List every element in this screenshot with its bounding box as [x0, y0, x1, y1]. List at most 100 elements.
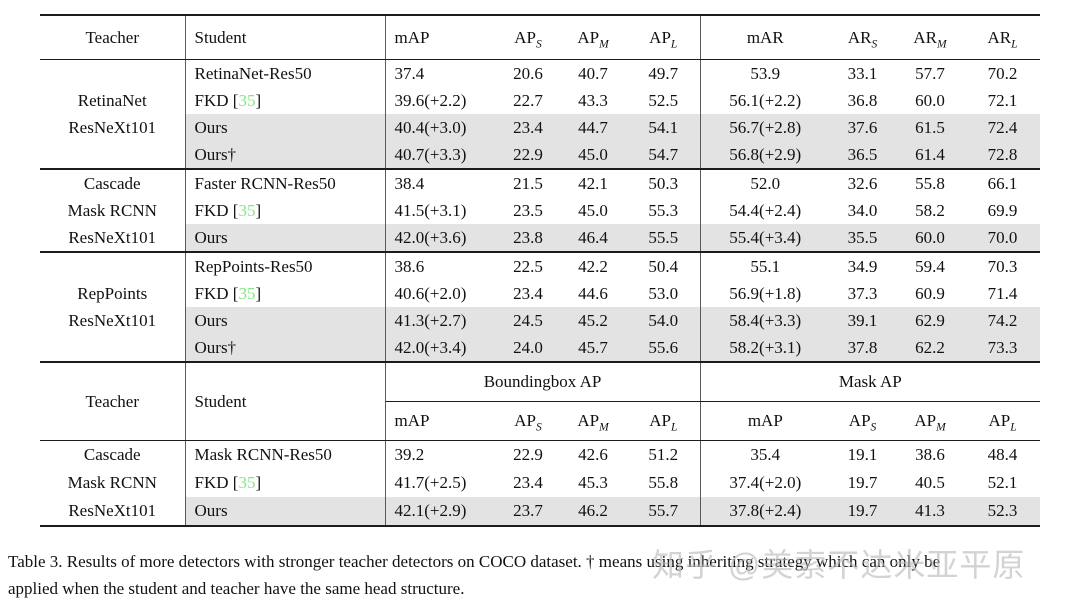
metric-subscript: M: [599, 421, 609, 434]
metric-cell: 37.4(+2.0): [729, 473, 802, 492]
table-row: Ours 40.4(+3.0) 23.4 44.7 54.1 56.7(+2.8) 37.6…: [40, 114, 1040, 141]
table-row: Cascade Mask RCNN ResNeXt101 Mask RCNN-Res5…: [40, 440, 1040, 526]
metric-cell: 36.5: [830, 141, 895, 169]
table-row: Ours 41.3(+2.7) 24.5 45.2 54.0 58.4(+3.3) 39.1…: [40, 307, 1040, 334]
metric-cell: 42.6: [578, 445, 608, 464]
metric-cell: 19.7: [830, 497, 896, 526]
table-row: Ours† 42.0(+3.4) 24.0 45.7 55.6 58.2(+3.1) 37.…: [40, 334, 1040, 362]
group-header-mask-ap: Mask AP: [700, 363, 1041, 402]
metric-cell: 19.7: [847, 473, 878, 492]
metric-cell: 61.5: [895, 114, 965, 141]
col-header-mar: mAR: [700, 15, 830, 60]
table-row: RepPoints ResNeXt101 RepPoints-Res50 38.6 22…: [40, 251, 1040, 362]
header-row: Teacher Student mAP APS APM APL mAR ARS ARM ARL: [40, 15, 1040, 60]
metric-cell: 51.2: [627, 440, 701, 469]
metric-cell: 43.3: [578, 90, 608, 110]
table-caption: Table 3. Results of more detectors with …: [8, 549, 1080, 602]
metric-cell: 41.7(+2.5): [394, 473, 467, 492]
teacher-line: ResNeXt101: [68, 311, 157, 330]
teacher-line: RetinaNet: [77, 91, 147, 110]
student-cell: Ours†: [185, 334, 386, 362]
metric-cell: 44.6: [578, 283, 608, 303]
metric-cell: 70.0: [965, 224, 1040, 252]
metric-cell: 48.4: [987, 445, 1018, 464]
teacher-line: Mask RCNN: [67, 473, 157, 492]
metric-cell: 21.5: [497, 168, 559, 197]
col-header-ap-m: APM: [559, 401, 627, 441]
metric-cell: 39.6(+2.2): [394, 90, 467, 110]
student-cell: RepPoints-Res50: [185, 251, 386, 280]
teacher-cell: Cascade Mask RCNN ResNeXt101: [40, 440, 186, 526]
metric-cell: 56.8(+2.9): [700, 141, 830, 169]
teacher-cell: RetinaNet ResNeXt101: [40, 59, 186, 169]
table-row: Ours 42.1(+2.9) 23.7 46.2 55.7 37.8(+2.4) 19.7…: [40, 497, 1041, 526]
metric-cell: 32.6: [830, 168, 895, 197]
teacher-cell: Cascade Mask RCNN ResNeXt101: [40, 168, 186, 252]
metric-cell: 37.8: [830, 334, 895, 362]
metric-cell: 52.0: [700, 168, 830, 197]
teacher-line: ResNeXt101: [68, 118, 157, 137]
metric-cell: 45.7: [559, 334, 627, 362]
metric-subscript: S: [535, 37, 542, 50]
metric-cell: 24.5: [497, 307, 559, 334]
student-cell: Ours: [185, 114, 386, 141]
metric-cell: 37.6: [830, 114, 895, 141]
metric-cell: 54.0: [627, 307, 701, 334]
metric-cell: 40.4(+3.0): [385, 114, 497, 141]
metric-subscript: M: [936, 421, 946, 434]
metric-cell: 70.2: [987, 63, 1018, 83]
metric-cell: 45.0: [559, 141, 627, 169]
metric-subscript: L: [670, 421, 678, 434]
table-head: Teacher Student Boundingbox AP Mask AP mAP AP…: [40, 363, 1041, 441]
metric-cell: 44.7: [559, 114, 627, 141]
metric-cell: 22.7: [513, 90, 543, 110]
student-cell: Ours†: [185, 141, 386, 169]
metric-cell: 72.8: [965, 141, 1040, 169]
metric-cell: 40.7: [578, 63, 608, 83]
metric-cell: 42.0(+3.6): [385, 224, 497, 252]
metric-subscript: L: [1010, 421, 1017, 434]
metric-cell: 38.4: [385, 168, 497, 197]
metric-cell: 37.8(+2.4): [700, 497, 831, 526]
metric-cell: 52.5: [627, 87, 701, 114]
results-table-detectors: Teacher Student mAP APS APM APL mAR ARS ARM ARL Re…: [40, 14, 1040, 363]
metric-cell: 39.2: [394, 445, 425, 464]
table-row: FKD [35] 40.6(+2.0) 23.4 44.6 53.0 56.9(+1.8)…: [40, 280, 1040, 307]
metric-cell: 59.4: [895, 251, 965, 280]
metric-cell: 55.7: [627, 497, 701, 526]
metric-cell: 55.6: [627, 334, 701, 362]
metric-subscript: S: [870, 421, 877, 434]
metric-cell: 56.7(+2.8): [700, 114, 830, 141]
metric-header-row: mAP APS APM APL mAP APS APM APL: [40, 401, 1041, 441]
metric-cell: 37.3: [847, 283, 878, 303]
metric-cell: 55.3: [627, 197, 701, 224]
table-row: Ours† 40.7(+3.3) 22.9 45.0 54.7 56.8(+2.9) 36.…: [40, 141, 1040, 169]
col-header-ap-m: APM: [559, 15, 627, 60]
metric-cell: 22.5: [497, 251, 559, 280]
metric-cell: 72.1: [987, 90, 1018, 110]
metric-subscript: L: [670, 37, 678, 50]
metric-cell: 37.4: [394, 63, 425, 83]
teacher-line: ResNeXt101: [68, 228, 157, 247]
metric-cell: 42.1(+2.9): [385, 497, 497, 526]
metric-cell: 42.1: [559, 168, 627, 197]
metric-cell: 23.8: [497, 224, 559, 252]
col-header-ap-l: APL: [965, 401, 1041, 441]
table-row: Ours 42.0(+3.6) 23.8 46.4 55.5 55.4(+3.4) 35.5…: [40, 224, 1040, 252]
metric-cell: 54.1: [627, 114, 701, 141]
metric-cell: 55.5: [627, 224, 701, 252]
metric-cell: 58.2: [915, 200, 945, 220]
student-cell: RetinaNet-Res50: [185, 59, 386, 87]
metric-cell: 58.2(+3.1): [700, 334, 830, 362]
metric-cell: 60.0: [895, 224, 965, 252]
metric-cell: 62.2: [895, 334, 965, 362]
col-header-map: mAP: [700, 401, 831, 441]
caption-line-1: Table 3. Results of more detectors with …: [8, 552, 941, 571]
student-cell: FKD [35]: [185, 469, 386, 497]
citation-ref: 35: [238, 283, 256, 303]
student-cell: Ours: [185, 224, 386, 252]
metric-cell: 23.4: [497, 114, 559, 141]
table-row: FKD [35] 41.5(+3.1) 23.5 45.0 55.3 54.4(+2.4)…: [40, 197, 1040, 224]
col-header-ap-l: APL: [627, 401, 701, 441]
metric-cell: 56.9(+1.8): [729, 283, 802, 303]
